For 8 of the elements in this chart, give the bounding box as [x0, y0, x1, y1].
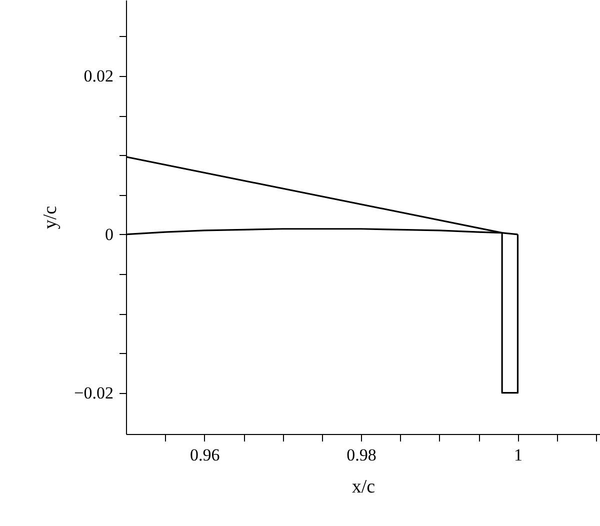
y-tick-label: 0.02	[84, 66, 114, 86]
x-tick-label: 0.98	[346, 446, 376, 464]
y-tick-label: −0.02	[74, 383, 114, 402]
y-axis-title: y/c	[40, 206, 62, 230]
y-tick-label: 0	[105, 224, 114, 244]
x-axis-title: x/c	[352, 476, 376, 498]
x-tick-label: 0.96	[190, 446, 220, 464]
x-tick-label: 1	[514, 446, 522, 464]
